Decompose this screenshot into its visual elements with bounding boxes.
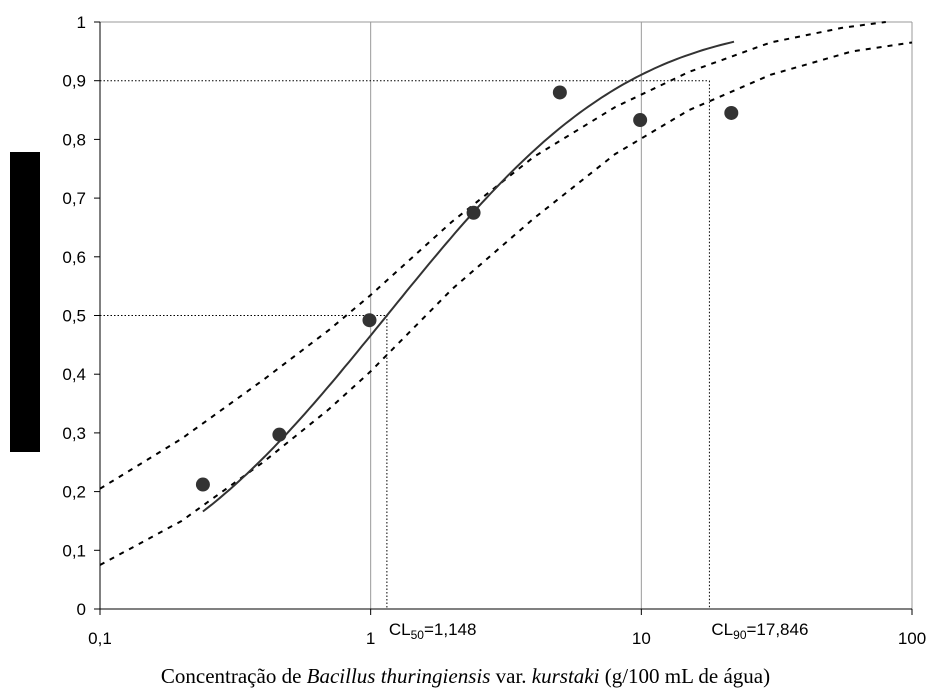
confidence-bands [99,21,913,566]
x-axis-label-middle: var. [490,664,532,688]
grid-lines [100,21,913,609]
axes [94,21,913,615]
x-axis-label-variety: kurstaki [531,664,600,688]
data-point-2 [362,313,377,328]
x-axis-label: Concentração de Bacillus thuringiensis v… [0,664,931,689]
x-axis-label-species: Bacillus thuringiensis [306,664,491,688]
data-points [195,85,739,492]
reference-lines [100,80,710,609]
y-tick-labels: 0 0,1 0,2 0,3 0,4 0,5 0,6 0,7 0,8 0,9 1 [62,13,86,619]
y-tick-label-10: 1 [77,13,86,32]
data-point-1 [272,427,287,442]
x-axis-label-prefix: Concentração de [160,664,307,688]
lower-confidence-band [99,41,913,566]
y-tick-label-2: 0,2 [62,483,86,502]
data-point-3 [466,205,481,220]
x-tick-labels: 0,1 1 10 100 [88,629,926,648]
fitted-curve [202,40,735,513]
cl-label-0: CL50=1,148 [389,620,477,642]
y-tick-label-7: 0,7 [62,189,86,208]
x-axis-label-suffix: (g/100 mL de água) [599,664,771,688]
fitted-probit-curve [202,40,735,513]
y-tick-label-9: 0,9 [62,72,86,91]
y-tick-label-5: 0,5 [62,307,86,326]
x-tick-label-3: 100 [898,629,926,648]
x-tick-label-0: 0,1 [88,629,112,648]
y-tick-label-1: 0,1 [62,541,86,560]
y-tick-label-3: 0,3 [62,424,86,443]
x-tick-label-2: 10 [632,629,651,648]
data-point-5 [633,113,648,128]
upper-confidence-band [99,21,886,490]
y-tick-label-4: 0,4 [62,365,86,384]
y-tick-label-0: 0 [77,600,86,619]
data-point-6 [724,105,739,120]
probit-chart: 00,10,20,30,40,50,60,70,80,91 0,1 1 10 100 … [62,13,926,648]
data-point-0 [195,477,210,492]
y-tick-label-6: 0,6 [62,248,86,267]
x-tick-label-1: 1 [366,629,375,648]
y-tick-label-8: 0,8 [62,130,86,149]
cl-label-1: CL90=17,846 [711,620,808,642]
cl-labels: CL50=1,148 CL90=17,846 [389,620,809,642]
y-axis-label-redaction [10,152,40,452]
data-point-4 [552,85,567,100]
